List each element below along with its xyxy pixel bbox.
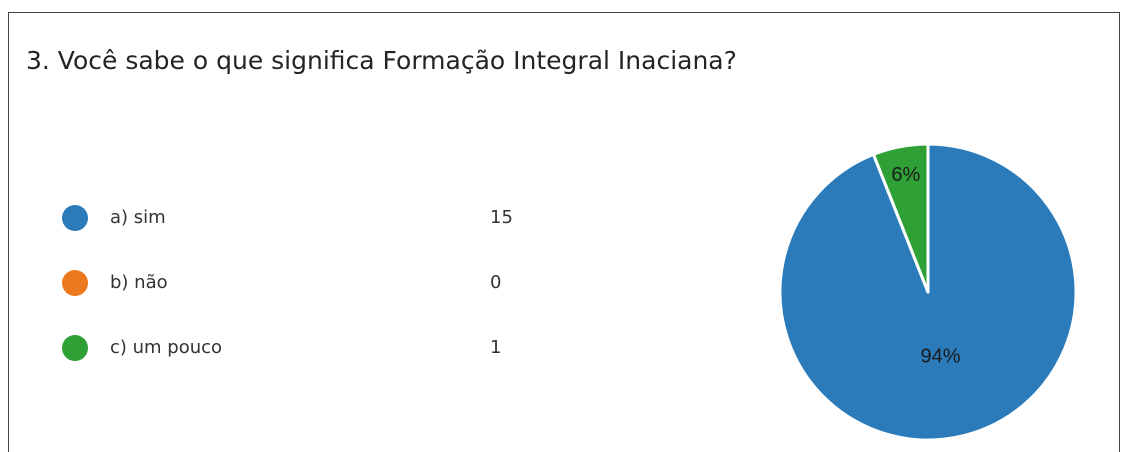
legend-count: 15	[490, 207, 513, 228]
chart-title: 3. Você sabe o que significa Formação In…	[26, 46, 737, 75]
legend-label: b) não	[110, 272, 168, 293]
legend-swatch	[62, 335, 88, 361]
legend-label: a) sim	[110, 207, 166, 228]
legend-label: c) um pouco	[110, 337, 222, 358]
legend-swatch	[62, 205, 88, 231]
legend-swatch	[62, 270, 88, 296]
pie-label: 6%	[891, 164, 920, 186]
pie-slice	[872, 142, 930, 294]
legend-count: 1	[490, 337, 501, 358]
legend-count: 0	[490, 272, 501, 293]
pie-label: 94%	[920, 346, 960, 368]
